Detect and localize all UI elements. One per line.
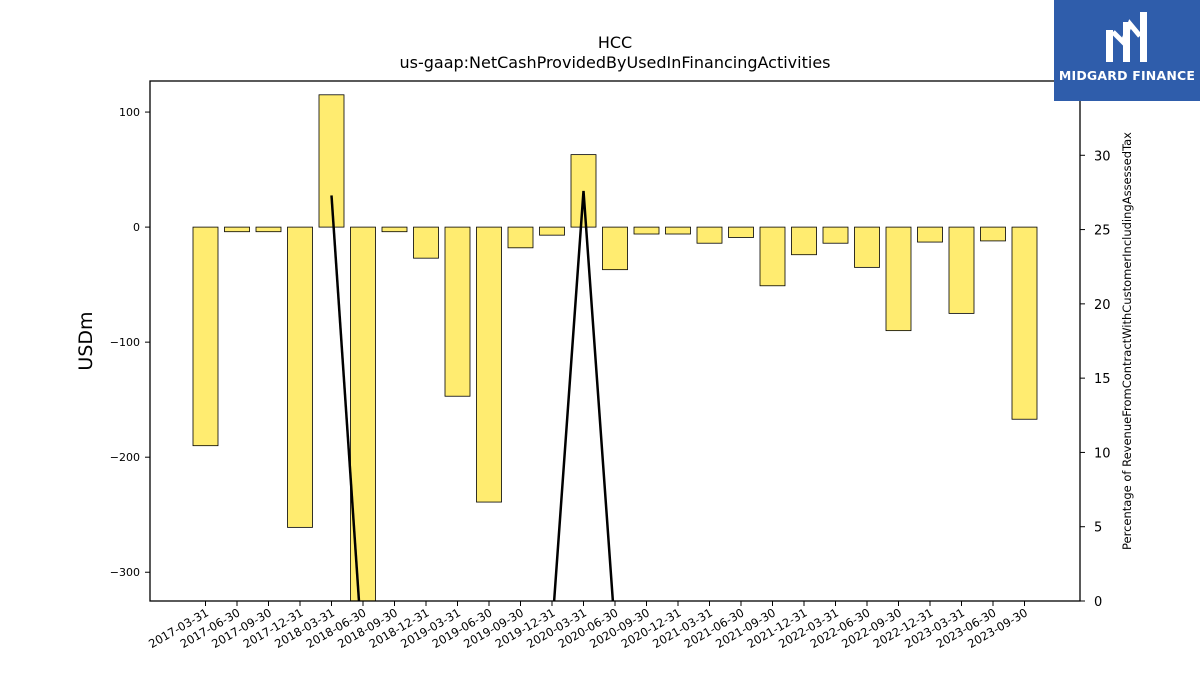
y2-tick-label: 15 — [1094, 372, 1111, 387]
bar-2018-06-30 — [350, 226, 376, 601]
logo-text: MIDGARD FINANCE — [1058, 68, 1196, 83]
brand-logo: MIDGARD FINANCE — [1054, 0, 1200, 101]
bar-2021-09-30 — [759, 226, 786, 287]
y2-tick-label: 5 — [1094, 521, 1102, 536]
bar-2023-09-30 — [1011, 226, 1038, 420]
bar-2019-12-31 — [539, 226, 565, 236]
y-tick-label: −100 — [110, 336, 140, 349]
bar-2023-03-31 — [948, 226, 975, 314]
bar-2019-09-30 — [507, 226, 534, 249]
ratio-line-segment-0 — [330, 195, 361, 601]
y2-tick-label: 20 — [1094, 298, 1111, 313]
bar-2021-12-31 — [791, 226, 817, 256]
y-axis-label: USDm — [75, 311, 97, 370]
chart-title: HCC — [598, 33, 632, 52]
y-tick-label: −200 — [110, 451, 140, 464]
bar-2018-09-30 — [381, 226, 408, 233]
y2-tick-label: 25 — [1094, 224, 1111, 239]
bar-2021-06-30 — [728, 226, 754, 238]
plot-area — [192, 94, 1038, 601]
bar-2019-06-30 — [476, 226, 502, 503]
bar-2022-03-31 — [822, 226, 849, 244]
bar-2023-06-30 — [980, 226, 1006, 242]
chart-subtitle: us-gaap:NetCashProvidedByUsedInFinancing… — [399, 53, 830, 72]
bar-2019-03-31 — [444, 226, 471, 397]
bar-2022-09-30 — [885, 226, 912, 332]
bar-2020-09-30 — [633, 226, 660, 235]
bar-2022-06-30 — [854, 226, 880, 268]
y2-axis-label: Percentage of RevenueFromContractWithCus… — [1120, 132, 1134, 550]
bar-2020-06-30 — [602, 226, 628, 271]
bar-2018-12-31 — [413, 226, 439, 259]
y2-tick-label: 0 — [1094, 595, 1102, 610]
y-tick-label: −300 — [110, 566, 140, 579]
bar-2021-03-31 — [696, 226, 723, 244]
logo-mark-icon — [1106, 12, 1147, 62]
bar-2022-12-31 — [917, 226, 943, 243]
y2-tick-label: 10 — [1094, 446, 1111, 461]
y-tick-label: 0 — [133, 221, 140, 234]
bar-2017-12-31 — [287, 226, 313, 528]
bar-2017-09-30 — [255, 226, 282, 233]
bar-2020-12-31 — [665, 226, 691, 235]
y2-tick-label: 30 — [1094, 149, 1111, 164]
bar-2017-03-31 — [192, 226, 219, 447]
y-tick-label: 100 — [119, 106, 140, 119]
bar-2017-06-30 — [224, 226, 250, 233]
ratio-line-segment-1 — [552, 190, 615, 601]
